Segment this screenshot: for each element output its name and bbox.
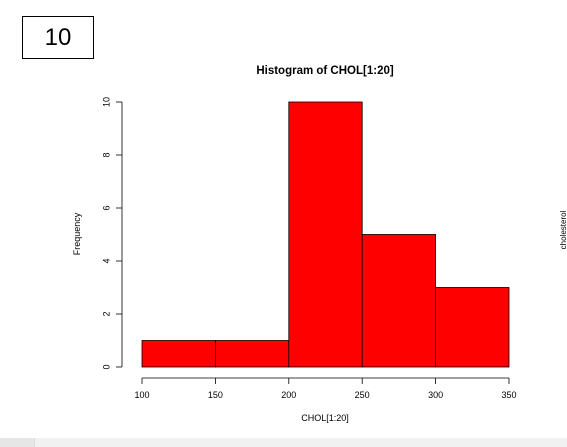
x-tick-label: 100	[134, 390, 149, 400]
histogram-bar	[288, 101, 363, 368]
y-tick-label: 6	[101, 205, 111, 210]
x-tick-label: 200	[281, 390, 296, 400]
x-tick-label: 350	[501, 390, 516, 400]
histogram-chart: Histogram of CHOL[1:20] 0 2 4 6 8 10 100 150 20…	[72, 65, 567, 423]
histogram-bar	[361, 234, 437, 368]
bottom-scroll-strip	[0, 438, 567, 447]
x-tick-label: 150	[208, 390, 223, 400]
histogram-bar	[141, 340, 216, 368]
x-tick-label: 300	[428, 390, 443, 400]
histogram-bars	[141, 101, 510, 368]
bottom-strip-cell	[0, 438, 35, 447]
y-axis: 0 2 4 6 8 10	[101, 97, 123, 370]
x-axis: 100 150 200 250 300 350	[134, 377, 517, 400]
x-axis-label: CHOL[1:20]	[301, 413, 349, 423]
histogram-bar	[435, 287, 510, 368]
side-label: cholesterol	[559, 210, 567, 249]
y-tick-label: 2	[101, 311, 111, 316]
panel-number: 10	[44, 23, 72, 51]
panel-number-box: 10	[22, 16, 94, 59]
y-tick-label: 10	[101, 97, 111, 107]
y-tick-label: 0	[101, 364, 111, 369]
x-tick-label: 250	[355, 390, 370, 400]
y-axis-label: Frequency	[72, 212, 82, 255]
y-tick-label: 4	[101, 258, 111, 263]
y-tick-label: 8	[101, 152, 111, 157]
chart-title: Histogram of CHOL[1:20]	[256, 65, 394, 77]
histogram-bar	[214, 340, 290, 368]
